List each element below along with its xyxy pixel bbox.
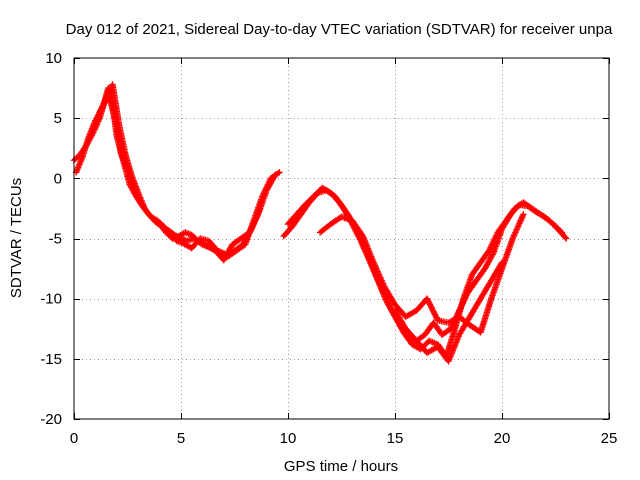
data-point xyxy=(385,300,392,308)
y-tick-label: 10 xyxy=(45,50,62,67)
series-track-3 xyxy=(96,81,264,258)
x-tick-label: 15 xyxy=(387,430,404,447)
data-point xyxy=(431,311,439,318)
data-point xyxy=(432,312,439,320)
data-point xyxy=(558,229,566,236)
data-point xyxy=(426,301,434,308)
data-point xyxy=(561,234,569,241)
x-tick-label: 20 xyxy=(494,430,511,447)
data-point xyxy=(498,259,506,266)
data-point xyxy=(423,295,431,302)
x-tick-label: 0 xyxy=(70,430,78,447)
data-point xyxy=(433,314,440,321)
axis-ticks xyxy=(74,58,610,420)
x-tick-label: 5 xyxy=(177,430,185,447)
y-tick-label: 0 xyxy=(54,170,62,187)
series-track-7 xyxy=(391,259,506,365)
data-point xyxy=(489,251,496,258)
data-point xyxy=(520,211,527,218)
data-point xyxy=(557,228,564,235)
data-point xyxy=(271,171,279,178)
data-point xyxy=(563,235,570,242)
plot-frame xyxy=(73,57,610,420)
data-point xyxy=(428,304,435,311)
x-tick-label: 10 xyxy=(280,430,297,447)
data-point xyxy=(430,308,437,315)
y-tick-label: 5 xyxy=(54,110,62,127)
data-point xyxy=(427,302,434,310)
y-tick-label: -10 xyxy=(40,291,62,308)
data-point xyxy=(256,205,264,212)
data-point xyxy=(271,172,278,180)
chart-title: Day 012 of 2021, Sidereal Day-to-day VTE… xyxy=(66,21,613,38)
data-point xyxy=(425,298,432,305)
data-point xyxy=(276,169,283,176)
data-point xyxy=(247,227,255,234)
data-points xyxy=(70,81,570,365)
data-point xyxy=(428,305,436,312)
x-tick-labels: 0 5 10 15 20 25 xyxy=(70,430,618,447)
data-point xyxy=(431,309,438,317)
data-point xyxy=(497,260,505,268)
y-tick-label: -5 xyxy=(49,231,62,248)
y-tick-label: -15 xyxy=(40,351,62,368)
data-point xyxy=(426,299,433,307)
data-point xyxy=(386,302,393,309)
data-point xyxy=(424,296,432,304)
x-axis-label: GPS time / hours xyxy=(284,458,398,475)
y-tick-labels: -20 -15 -10 -5 0 5 10 xyxy=(40,50,62,428)
y-tick-label: -20 xyxy=(40,411,62,428)
y-axis-label: SDTVAR / TECUs xyxy=(8,178,25,298)
data-point xyxy=(429,307,437,314)
x-tick-label: 25 xyxy=(601,430,618,447)
data-point xyxy=(274,170,282,177)
